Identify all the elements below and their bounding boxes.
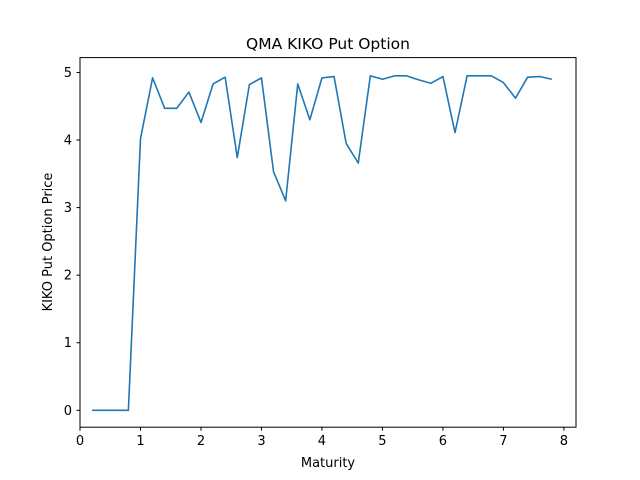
y-tick-label: 5 (64, 66, 72, 81)
x-tick-label: 1 (136, 434, 144, 449)
y-axis-label: KIKO Put Option Price (41, 173, 56, 312)
x-tick-label: 4 (318, 434, 326, 449)
y-tick-label: 1 (64, 336, 72, 351)
x-tick-label: 7 (499, 434, 507, 449)
series-line (92, 75, 552, 412)
y-tick-label: 2 (64, 269, 72, 284)
x-tick-label: 3 (257, 434, 265, 449)
x-axis: 0 1 2 3 4 5 6 7 8 (76, 427, 568, 449)
x-tick-label: 5 (378, 434, 386, 449)
plot-frame (79, 57, 577, 428)
x-tick-label: 0 (76, 434, 84, 449)
plot-area (92, 75, 552, 412)
x-tick-label: 8 (560, 434, 568, 449)
y-tick-label: 4 (64, 134, 72, 149)
y-tick-label: 3 (64, 201, 72, 216)
y-tick-label: 0 (64, 404, 72, 419)
x-tick-label: 6 (439, 434, 447, 449)
x-axis-label: Maturity (301, 456, 356, 471)
y-axis: 0 1 2 3 4 5 (64, 66, 80, 419)
x-tick-label: 2 (197, 434, 205, 449)
chart-title: QMA KIKO Put Option (246, 35, 410, 53)
